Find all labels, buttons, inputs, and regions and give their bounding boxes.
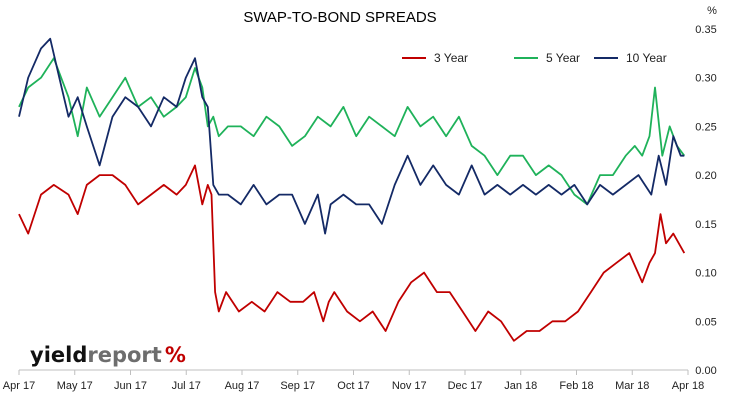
y-tick-label: 0.35: [695, 24, 716, 36]
y-tick-label: 0.15: [695, 219, 716, 231]
y-tick-label: 0.00: [695, 365, 716, 377]
logo-word-yield: yield: [30, 343, 87, 367]
series-layer: [18, 37, 686, 342]
legend-label: 3 Year: [434, 51, 468, 65]
y-tick-label: 0.30: [695, 73, 716, 85]
chart-title: SWAP-TO-BOND SPREADS: [243, 9, 436, 26]
x-axis: Apr 17 May 17 Jun 17 Jul 17 Aug 17 Sep 17 Oct …: [3, 370, 704, 392]
x-tick-label: Jun 17: [114, 380, 147, 392]
x-tick-label: Apr 17: [3, 380, 35, 392]
y-tick-label: 0.10: [695, 268, 716, 280]
y-axis-unit-label: %: [707, 5, 717, 17]
x-tick-label: Jan 18: [504, 380, 537, 392]
series-line-5-year: [18, 57, 686, 206]
x-tick-label: Dec 17: [448, 380, 483, 392]
x-tick-label: Feb 18: [559, 380, 593, 392]
series-line-3-year: [18, 164, 686, 342]
x-tick-label: May 17: [57, 380, 93, 392]
series-line-10-year: [18, 37, 685, 235]
legend-label: 5 Year: [546, 51, 580, 65]
y-tick-label: 0.05: [695, 316, 716, 328]
x-tick-label: Sep 17: [280, 380, 315, 392]
x-tick-label: Oct 17: [337, 380, 369, 392]
svg-text:yieldreport%: yieldreport%: [30, 343, 186, 367]
x-tick-label: Nov 17: [392, 380, 427, 392]
x-tick-label: Mar 18: [615, 380, 649, 392]
x-tick-label: Jul 17: [172, 380, 201, 392]
y-tick-label: 0.20: [695, 170, 716, 182]
x-tick-label: Aug 17: [225, 380, 260, 392]
yieldreport-logo: yieldreport%: [30, 343, 186, 367]
legend-label: 10 Year: [626, 51, 667, 65]
logo-percent-symbol: %: [165, 343, 186, 367]
logo-word-report: report: [87, 343, 161, 367]
legend: 3 Year 5 Year 10 Year: [402, 51, 667, 65]
y-axis: 0.00 0.05 0.10 0.15 0.20 0.25 0.30 0.35: [695, 24, 716, 377]
y-tick-label: 0.25: [695, 121, 716, 133]
x-tick-label: Apr 18: [672, 380, 704, 392]
